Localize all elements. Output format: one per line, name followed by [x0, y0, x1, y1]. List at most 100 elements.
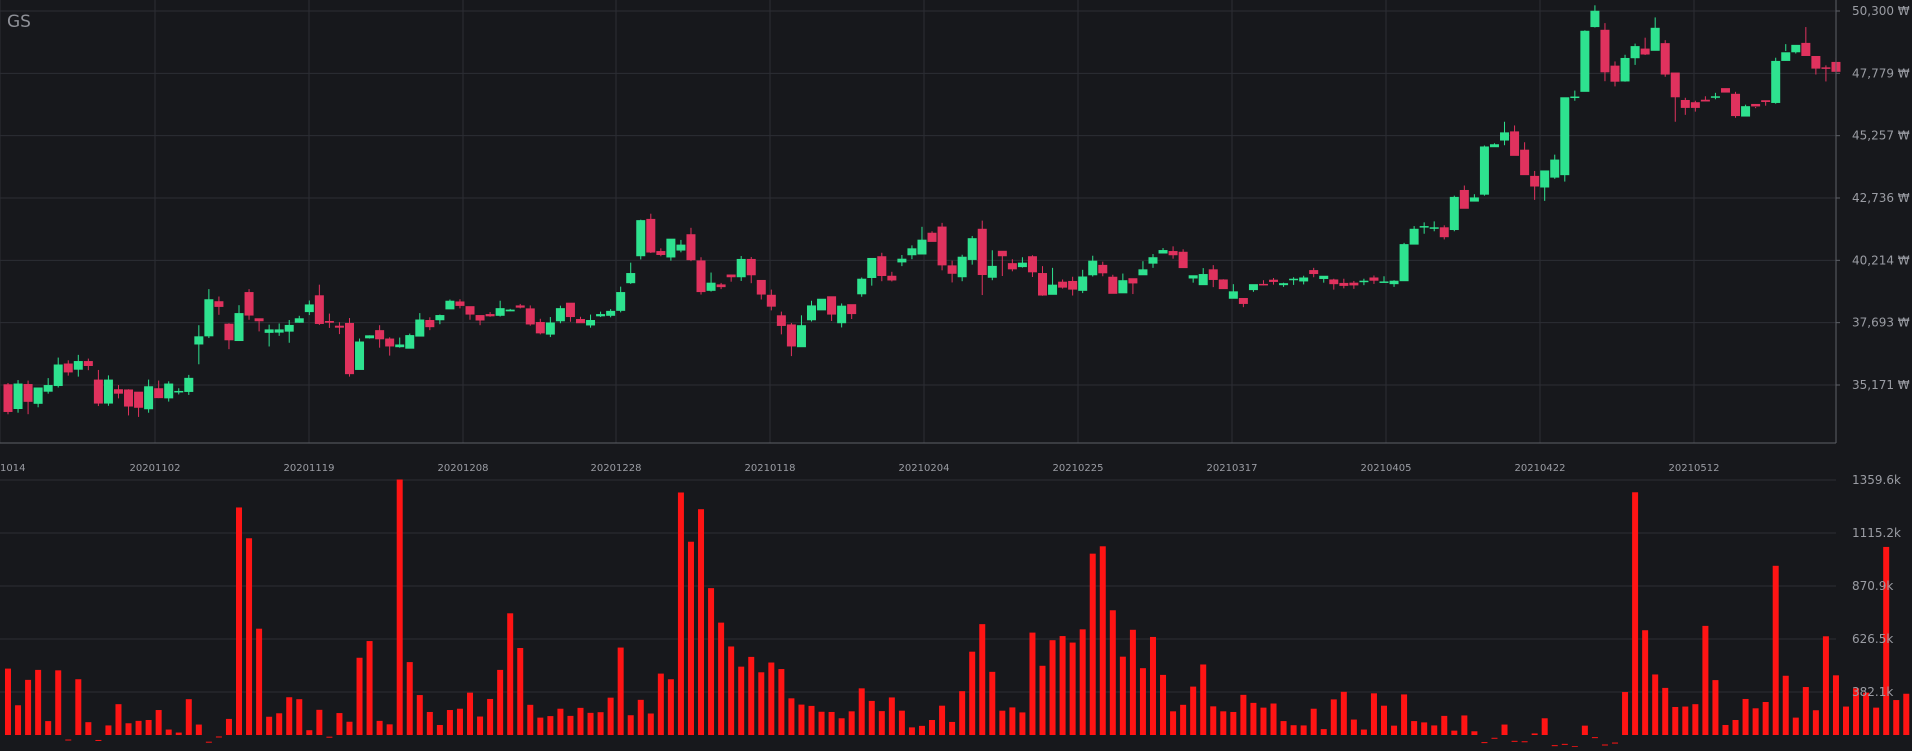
candle-body [1731, 93, 1741, 117]
volume-bar [1079, 629, 1086, 735]
candle-body [686, 234, 696, 261]
candle-body [1068, 280, 1078, 290]
candle-body [395, 344, 405, 348]
candle-body [1108, 276, 1118, 294]
candle-body [314, 295, 324, 324]
volume-bar [1049, 640, 1056, 735]
volume-bar [436, 724, 443, 735]
volume-bar [1802, 687, 1809, 735]
volume-bar [798, 704, 805, 735]
candle-body [1429, 227, 1439, 229]
candle-body [1299, 277, 1309, 282]
volume-bar [818, 711, 825, 735]
volume-bar [888, 697, 895, 735]
volume-bar [1451, 730, 1458, 735]
volume-bar [1411, 721, 1418, 735]
candle-body [586, 320, 596, 326]
candle-body [405, 335, 415, 349]
volume-bar [959, 691, 966, 735]
candle-body [927, 232, 937, 242]
volume-bar [808, 705, 815, 735]
volume-bar [939, 705, 946, 735]
volume-bar [1762, 701, 1769, 735]
volume-bar [617, 647, 624, 735]
volume-bar [336, 713, 343, 735]
volume-bar [316, 709, 323, 735]
volume-bar [195, 724, 202, 735]
candle-body [365, 335, 375, 339]
candle-body [234, 313, 244, 342]
candle-body [1017, 262, 1027, 268]
volume-bar [627, 715, 634, 735]
volume-bar [567, 715, 574, 735]
volume-bar [1812, 710, 1819, 735]
candle-body [1208, 269, 1218, 280]
candle-body [1680, 99, 1690, 108]
candle-body [1449, 196, 1459, 231]
candle-body [1218, 279, 1228, 290]
volume-bar [637, 699, 644, 735]
candle-body [334, 325, 344, 328]
volume-bar [1501, 724, 1508, 735]
candlestick-series [3, 5, 1841, 417]
candle-body [435, 315, 445, 321]
price-tick-label: 42,736 ₩ [1852, 191, 1910, 205]
candle-body [957, 256, 967, 278]
volume-bar [165, 729, 172, 735]
volume-bar [376, 720, 383, 735]
candle-body [1700, 99, 1710, 102]
volume-bar [1310, 708, 1317, 735]
date-tick-label: 20210204 [899, 463, 950, 474]
date-tick-label: 20210118 [745, 463, 796, 474]
volume-bar [497, 669, 504, 735]
candle-body [1640, 48, 1650, 55]
volume-bar [1792, 717, 1799, 735]
volume-bar [266, 716, 273, 735]
volume-bar [1370, 693, 1377, 735]
volume-bar [1280, 721, 1287, 735]
candle-body [736, 258, 746, 278]
volume-bar [537, 717, 544, 735]
candle-body [1560, 97, 1570, 176]
candle-body [1670, 72, 1680, 98]
volume-bar [1712, 680, 1719, 735]
volume-bar [1139, 668, 1146, 735]
price-tick-label: 47,779 ₩ [1852, 66, 1910, 80]
candle-body [1469, 197, 1479, 202]
candle-body [1771, 60, 1781, 103]
candle-body [164, 383, 174, 399]
volume-bar [95, 739, 102, 741]
date-tick-label: 20210405 [1361, 463, 1412, 474]
candle-body [144, 386, 154, 410]
volume-bar [55, 670, 62, 735]
volume-bar [778, 669, 785, 735]
candle-body [947, 265, 957, 274]
volume-bar [989, 671, 996, 735]
date-tick-label: 20201014 [0, 463, 25, 474]
volume-bar [828, 711, 835, 735]
volume-bar [1360, 729, 1367, 735]
volume-bar [587, 712, 594, 735]
volume-bar [1632, 492, 1639, 735]
candle-body [1359, 280, 1369, 283]
volume-bar [878, 711, 885, 735]
date-tick-label: 20201102 [130, 463, 181, 474]
volume-bar [276, 713, 283, 735]
candle-body [756, 279, 766, 295]
volume-bar [1853, 688, 1860, 735]
volume-bar [1210, 706, 1217, 735]
volume-bar [185, 699, 192, 735]
volume-bar [1893, 700, 1900, 735]
volume-bar [1391, 725, 1398, 735]
candle-body [616, 292, 626, 311]
volume-bar [175, 732, 182, 735]
candle-body [1610, 65, 1620, 82]
volume-bar [1642, 630, 1649, 735]
candle-body [987, 265, 997, 278]
candle-body [505, 309, 515, 312]
candle-body [1038, 273, 1048, 296]
candle-body [1409, 228, 1419, 245]
volume-bar [115, 704, 122, 735]
